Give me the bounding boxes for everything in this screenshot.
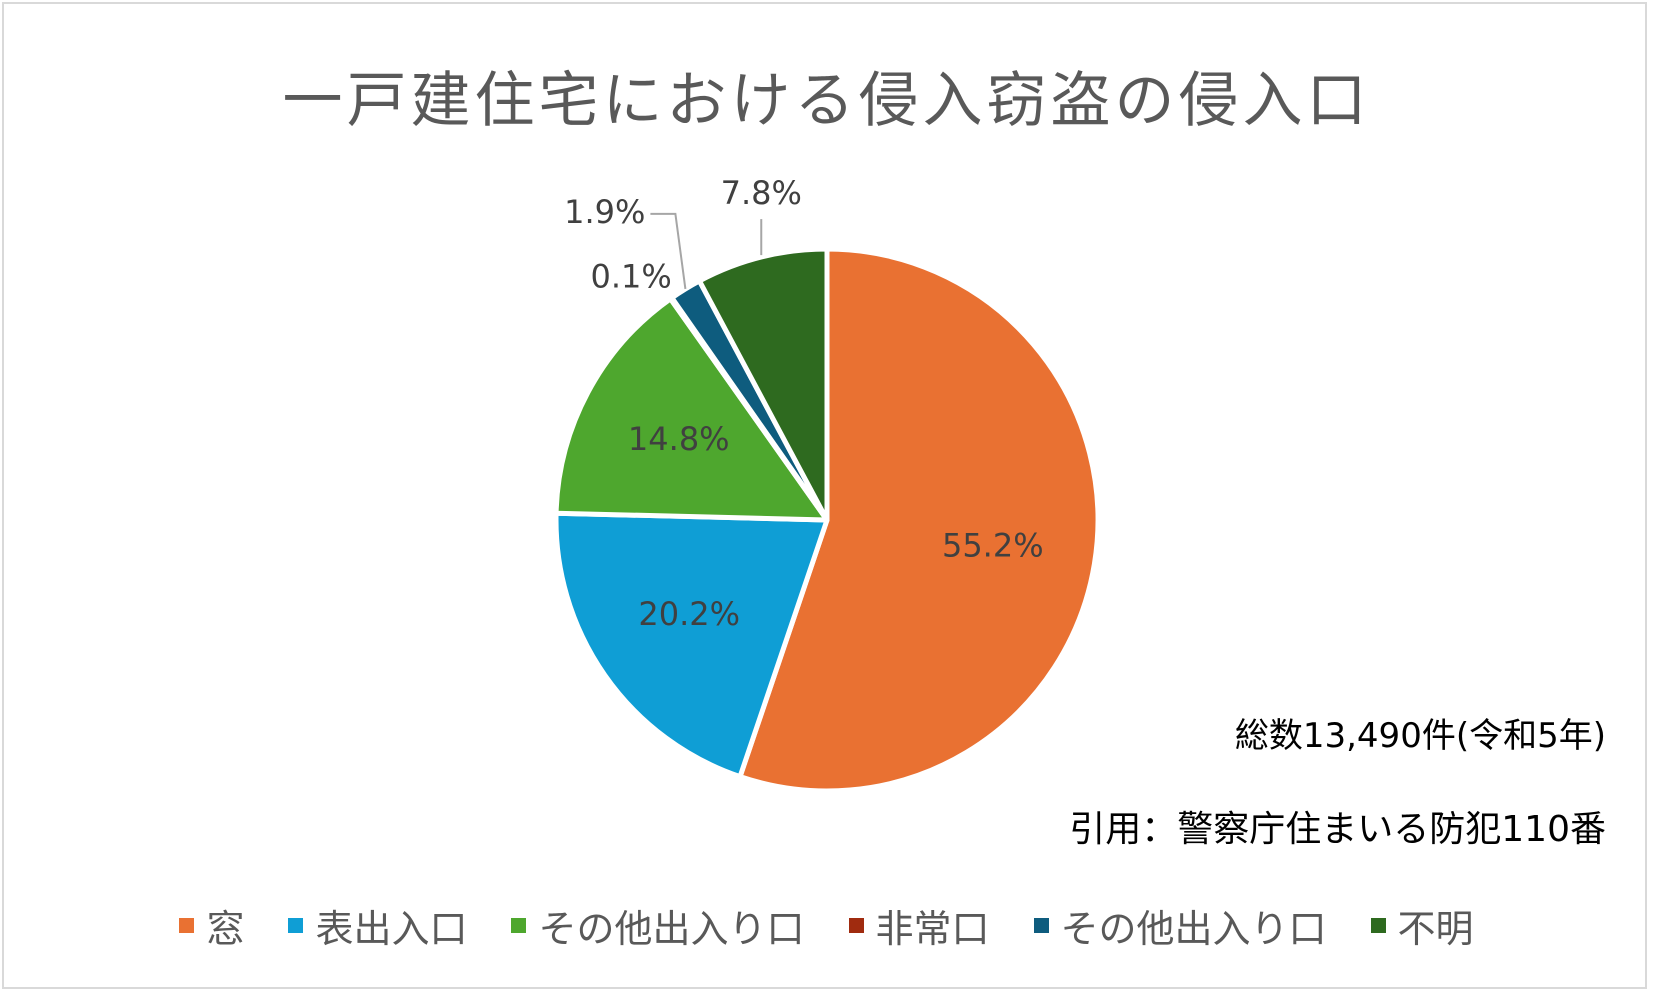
legend-item-emergency-exit: 非常口 [848,898,990,953]
legend-swatch [1033,918,1049,933]
chart-title: 一戸建住宅における侵入窃盗の侵入口 [282,66,1371,136]
legend-item-unknown: 不明 [1370,898,1474,953]
data-label-other-entrance: 14.8% [628,420,730,458]
data-label-other-entrance-2: 1.9% [564,193,645,231]
data-label-emergency-exit: 0.1% [591,257,672,295]
legend-swatch [179,918,195,933]
legend-label: その他出入り口 [538,907,805,951]
legend-label: 窓 [206,907,245,951]
total-count-note: 総数13,490件(令和5年) [1234,716,1606,756]
legend-item-other-entrance-2: その他出入り口 [1033,898,1327,953]
data-label-front-entrance: 20.2% [638,595,740,633]
legend-item-front-entrance: 表出入口 [288,898,467,953]
legend-label: 不明 [1397,907,1474,951]
data-label-unknown: 7.8% [721,174,802,212]
leader-line-other-entrance-2 [650,212,687,290]
legend-swatch [511,918,527,933]
source-note: 引用：警察庁住まいる防犯110番 [1069,809,1606,850]
pie-slice-window [737,246,1101,794]
legend-item-other-entrance: その他出入り口 [511,898,805,953]
legend-label: 表出入口 [315,907,468,951]
legend-label: その他出入り口 [1060,907,1327,951]
legend-swatch [848,918,864,933]
pie-slice-unknown [696,246,830,523]
pie-slice-front-entrance [553,510,830,780]
legend-label: 非常口 [875,907,990,951]
legend-swatch [1370,918,1386,933]
pie-slice-other-entrance [553,296,830,523]
legend: 窓 表出入口 その他出入り口 非常口 その他出入り口 不明 [0,898,1653,953]
legend-item-window: 窓 [179,898,244,953]
data-label-window: 55.2% [942,526,1044,564]
legend-swatch [288,918,304,933]
